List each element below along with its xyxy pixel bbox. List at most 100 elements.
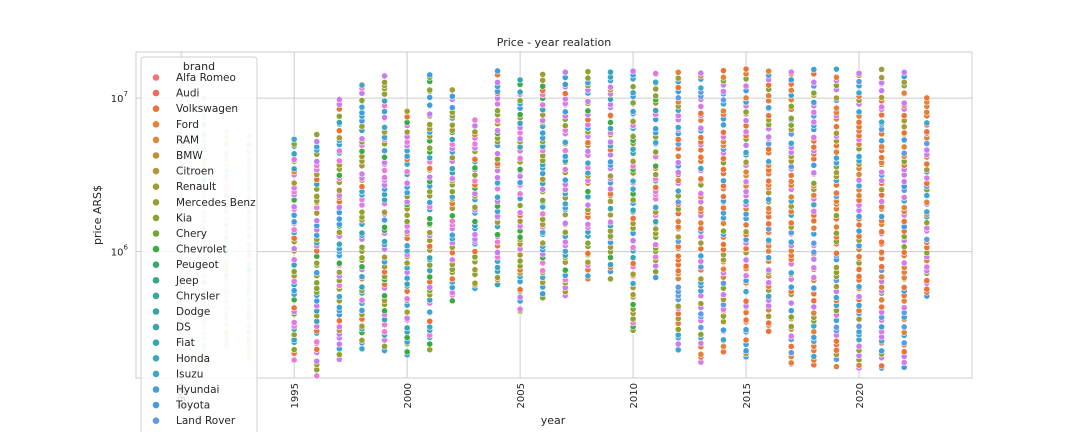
scatter-point <box>742 198 750 205</box>
scatter-point <box>494 193 501 201</box>
scatter-point <box>629 260 637 267</box>
scatter-point <box>335 147 343 155</box>
scatter-point <box>516 217 524 225</box>
scatter-point <box>471 140 479 148</box>
scatter-point <box>674 135 682 143</box>
scatter-point <box>290 203 298 211</box>
scatter-point <box>358 243 366 251</box>
scatter-point <box>833 294 840 301</box>
scatter-point <box>607 119 614 126</box>
scatter-point <box>833 229 840 237</box>
scatter-point <box>787 86 795 94</box>
legend-items: Alfa Romeo Audi Volkswagen Ford RAM BMW Citroe… <box>152 72 256 427</box>
legend-label: Peugeot <box>176 259 219 271</box>
scatter-point <box>878 186 886 194</box>
scatter-point <box>674 218 682 225</box>
scatter-point <box>878 238 886 246</box>
scatter-point <box>674 252 682 260</box>
scatter-point <box>561 90 569 97</box>
scatter-point <box>765 236 773 244</box>
scatter-point <box>742 65 750 73</box>
scatter-point <box>403 348 411 356</box>
scatter-point <box>855 171 863 178</box>
scatter-point <box>787 342 795 350</box>
scatter-point <box>313 138 321 145</box>
scatter-point <box>878 198 886 205</box>
scatter-point <box>674 159 682 166</box>
scatter-point <box>742 149 750 156</box>
scatter-point <box>471 231 479 238</box>
scatter-point <box>629 108 637 115</box>
scatter-point <box>900 78 908 86</box>
scatter-point <box>516 286 524 293</box>
scatter-point <box>765 254 773 262</box>
scatter-point <box>426 121 434 128</box>
scatter-point <box>539 101 547 109</box>
scatter-point <box>720 279 727 287</box>
scatter-point <box>448 86 456 94</box>
scatter-point <box>607 205 614 213</box>
scatter-point <box>923 166 931 174</box>
x-tick-label: 2005 <box>516 383 527 408</box>
scatter-point <box>697 245 705 253</box>
scatter-point <box>584 74 592 82</box>
scatter-point <box>426 94 434 101</box>
scatter-point <box>358 322 366 330</box>
scatter-point <box>607 158 614 166</box>
scatter-point <box>720 67 727 75</box>
legend-label: Chery <box>176 228 207 240</box>
scatter-point <box>494 274 501 281</box>
scatter-point <box>561 68 569 76</box>
scatter-point <box>720 204 727 212</box>
scatter-point <box>697 350 705 358</box>
scatter-point <box>878 154 886 162</box>
scatter-point <box>810 89 818 97</box>
scatter-point <box>335 259 343 267</box>
scatter-point <box>381 253 388 261</box>
legend-label: Dodge <box>176 306 210 318</box>
scatter-point <box>855 322 863 330</box>
scatter-point <box>652 92 660 100</box>
scatter-point <box>358 109 366 117</box>
legend-marker <box>152 73 160 82</box>
scatter-point <box>765 205 773 213</box>
scatter-point <box>290 218 298 226</box>
scatter-point <box>652 125 660 133</box>
scatter-point <box>381 174 388 181</box>
scatter-point <box>381 167 388 174</box>
scatter-point <box>584 147 592 155</box>
scatter-point <box>358 147 366 155</box>
scatter-point <box>810 143 818 151</box>
scatter-point <box>403 324 411 332</box>
scatter-point <box>629 83 637 91</box>
scatter-point <box>471 164 479 172</box>
scatter-point <box>358 229 366 237</box>
scatter-point <box>674 346 682 354</box>
scatter-point <box>900 243 908 251</box>
scatter-point <box>923 140 931 147</box>
scatter-point <box>787 219 795 227</box>
scatter-point <box>290 211 298 219</box>
scatter-point <box>381 223 388 231</box>
legend-label: Fiat <box>176 337 195 349</box>
scatter-point <box>629 132 637 140</box>
scatter-point <box>516 88 524 96</box>
scatter-point <box>833 129 840 137</box>
y-tick-label: 107 <box>111 90 128 105</box>
scatter-point <box>335 134 343 142</box>
scatter-point <box>720 326 727 334</box>
scatter-point <box>607 172 614 180</box>
scatter-point <box>652 225 660 233</box>
scatter-point <box>448 104 456 112</box>
scatter-point <box>697 263 705 271</box>
scatter-point <box>561 266 569 274</box>
scatter-point <box>674 302 682 310</box>
scatter-point <box>878 143 886 151</box>
scatter-point <box>878 137 886 145</box>
legend-marker <box>152 276 160 285</box>
x-tick-label: 2020 <box>855 383 866 408</box>
scatter-point <box>900 68 908 76</box>
scatter-point <box>471 128 479 136</box>
scatter-point <box>426 346 434 354</box>
scatter-point <box>652 203 660 211</box>
